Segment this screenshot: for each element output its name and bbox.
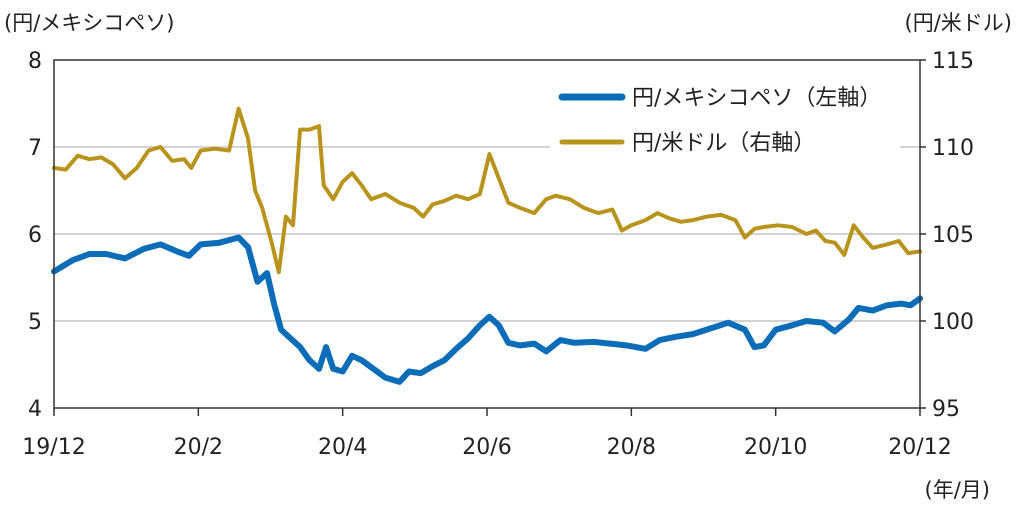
y-right-tick-label: 100 <box>932 310 974 335</box>
y-left-tick-label: 7 <box>28 136 42 161</box>
legend-label-mxn: 円/メキシコペソ（左軸） <box>632 86 881 111</box>
plot-area-frame <box>53 59 921 409</box>
y-right-tick-label: 115 <box>932 49 974 74</box>
x-tick-label: 19/12 <box>22 435 85 460</box>
x-tick-label: 20/4 <box>318 435 367 460</box>
x-tick-label: 20/10 <box>744 435 807 460</box>
legend: 円/メキシコペソ（左軸） 円/米ドル（右軸） <box>550 76 900 156</box>
right-axis-unit: (円/米ドル) <box>905 11 1012 35</box>
y-left-tick-label: 8 <box>28 49 42 74</box>
legend-label-usd: 円/米ドル（右軸） <box>632 131 815 156</box>
y-left-tick-label: 5 <box>28 310 42 335</box>
series-line-mxn <box>51 234 923 385</box>
y-right-tick-label: 105 <box>932 223 974 248</box>
x-tick-label: 20/8 <box>607 435 656 460</box>
axis-ticks: 4 5 6 7 8 95 100 105 110 115 19/12 20/2 20/4 20/6 20/8… <box>22 49 974 460</box>
gridlines <box>54 146 920 322</box>
series-lines <box>51 106 923 385</box>
x-tick-label: 20/12 <box>888 435 951 460</box>
left-axis-unit: (円/メキシコペソ) <box>4 11 174 35</box>
y-left-tick-label: 6 <box>28 223 42 248</box>
y-left-tick-label: 4 <box>28 397 42 422</box>
y-right-tick-label: 110 <box>932 136 974 161</box>
series-line-usd <box>52 106 922 275</box>
x-tick-label: 20/6 <box>462 435 511 460</box>
x-axis-unit: (年/月) <box>925 478 990 502</box>
y-right-tick-label: 95 <box>932 397 960 422</box>
x-tick-label: 20/2 <box>174 435 223 460</box>
